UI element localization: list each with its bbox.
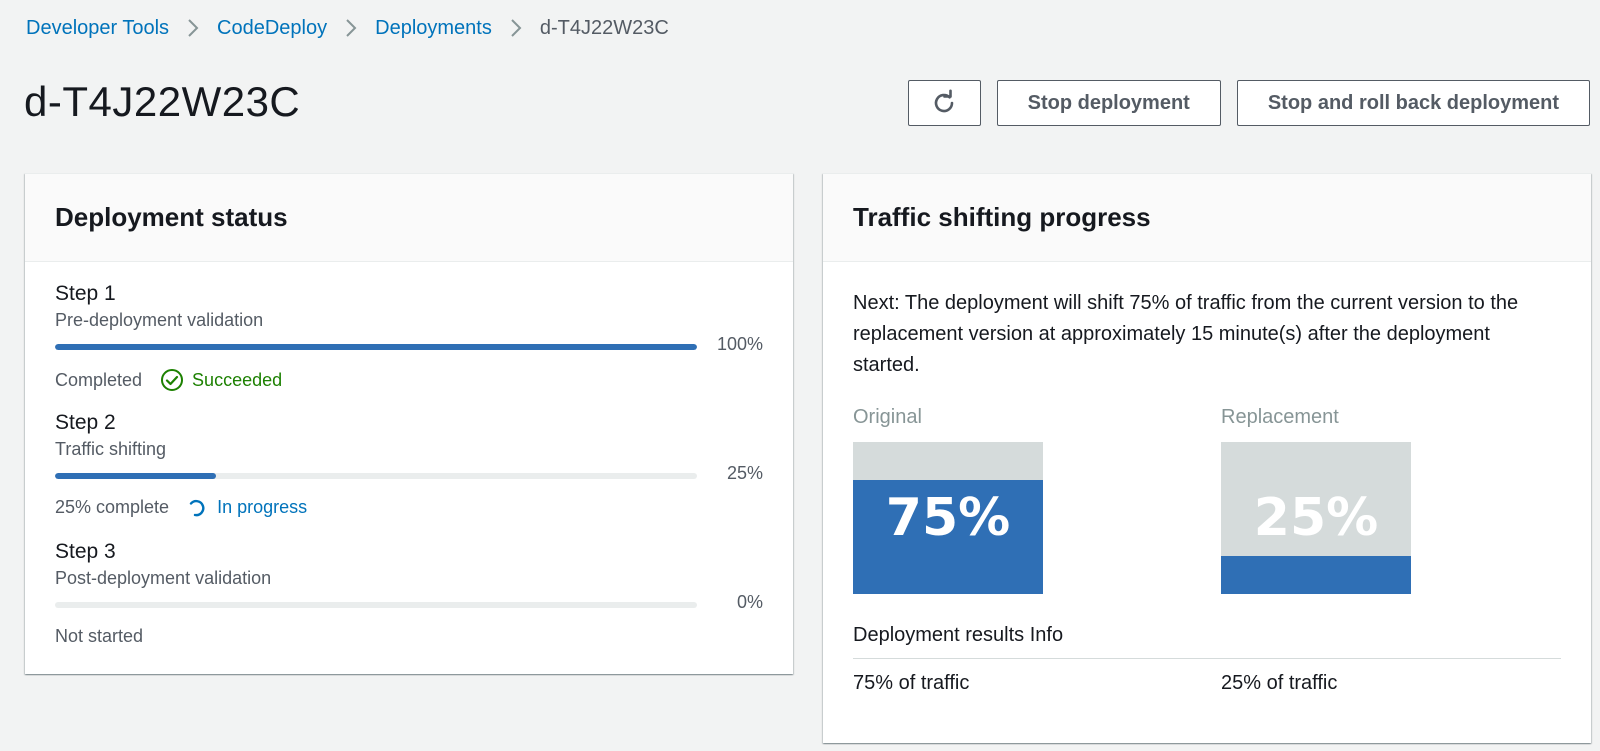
breadcrumb-developer-tools[interactable]: Developer Tools: [26, 16, 170, 39]
panel-header: Traffic shifting progress: [823, 174, 1591, 262]
breadcrumb-deployments[interactable]: Deployments: [375, 16, 492, 39]
original-traffic-result: 75% of traffic: [853, 672, 970, 694]
step-status: Not started: [55, 626, 143, 647]
progress-bar: [55, 473, 697, 479]
step-subtitle: Post-deployment validation: [55, 568, 272, 588]
step-2: Step 2 Traffic shifting 25% 25% complete…: [55, 411, 763, 540]
step-1: Step 1 Pre-deployment validation 100% Co…: [55, 282, 763, 411]
progress-bar-fill: [55, 473, 216, 479]
traffic-body: Next: The deployment will shift 75% of t…: [823, 262, 1591, 744]
check-circle-icon: [161, 369, 184, 391]
original-label: Original: [853, 406, 922, 428]
breadcrumb: Developer Tools CodeDeploy Deployments d…: [26, 14, 669, 42]
status-text: Not started: [55, 626, 144, 646]
page-title: d-T4J22W23C: [24, 78, 301, 125]
step-status: 25% complete In progress: [55, 497, 307, 518]
spinner-icon: [189, 499, 205, 516]
gauge-fill: [1221, 556, 1411, 594]
steps-list: Step 1 Pre-deployment validation 100% Co…: [25, 262, 793, 669]
progress-bar-fill: [55, 344, 697, 350]
refresh-button[interactable]: [907, 80, 981, 126]
badge-label: In progress: [217, 497, 308, 517]
step-title: Step 2: [55, 411, 116, 434]
stop-deployment-button[interactable]: Stop deployment: [996, 80, 1221, 126]
step-subtitle: Pre-deployment validation: [55, 310, 264, 330]
status-badge: Succeeded: [160, 368, 282, 392]
divider: [853, 658, 1561, 659]
chevron-right-icon: [187, 18, 199, 38]
progress-bar: [55, 602, 697, 608]
panel-title: Deployment status: [55, 202, 288, 232]
progress-percent: 100%: [716, 334, 763, 354]
chevron-right-icon: [510, 18, 522, 38]
gauge-fill: [853, 480, 1043, 594]
traffic-shifting-panel: Traffic shifting progress Next: The depl…: [823, 173, 1591, 743]
replacement-label: Replacement: [1221, 406, 1339, 428]
deployment-status-panel: Deployment status Step 1 Pre-deployment …: [25, 173, 793, 674]
status-badge: In progress: [187, 497, 307, 518]
step-title: Step 3: [55, 540, 116, 563]
status-text: 25% complete: [55, 497, 170, 517]
stop-and-rollback-button[interactable]: Stop and roll back deployment: [1236, 80, 1590, 126]
original-traffic-gauge: 75%: [853, 442, 1043, 594]
progress-percent: 25%: [726, 463, 763, 483]
next-step-description: Next: The deployment will shift 75% of t…: [853, 292, 1519, 376]
panel-title: Traffic shifting progress: [853, 202, 1151, 232]
status-text: Completed: [55, 369, 143, 390]
step-subtitle: Traffic shifting: [55, 439, 167, 459]
gauge-percent: 25%: [1253, 488, 1379, 548]
progress-percent: 0%: [736, 592, 763, 612]
panel-header: Deployment status: [25, 174, 793, 262]
refresh-icon: [934, 89, 954, 113]
progress-bar: [55, 344, 697, 350]
step-title: Step 1: [55, 282, 116, 305]
replacement-traffic-gauge: 25%: [1221, 442, 1411, 594]
breadcrumb-current: d-T4J22W23C: [539, 16, 669, 39]
step-status: Completed Succeeded: [55, 368, 282, 392]
replacement-traffic-result: 25% of traffic: [1221, 672, 1338, 694]
gauge-percent: 75%: [885, 488, 1011, 548]
badge-label: Succeeded: [192, 369, 283, 390]
step-3: Step 3 Post-deployment validation 0% Not…: [55, 540, 763, 669]
deployment-results-title: Deployment results Info: [853, 624, 1064, 646]
chevron-right-icon: [345, 18, 357, 38]
header-actions: Stop deployment Stop and roll back deplo…: [907, 80, 1590, 126]
breadcrumb-codedeploy[interactable]: CodeDeploy: [217, 16, 328, 39]
